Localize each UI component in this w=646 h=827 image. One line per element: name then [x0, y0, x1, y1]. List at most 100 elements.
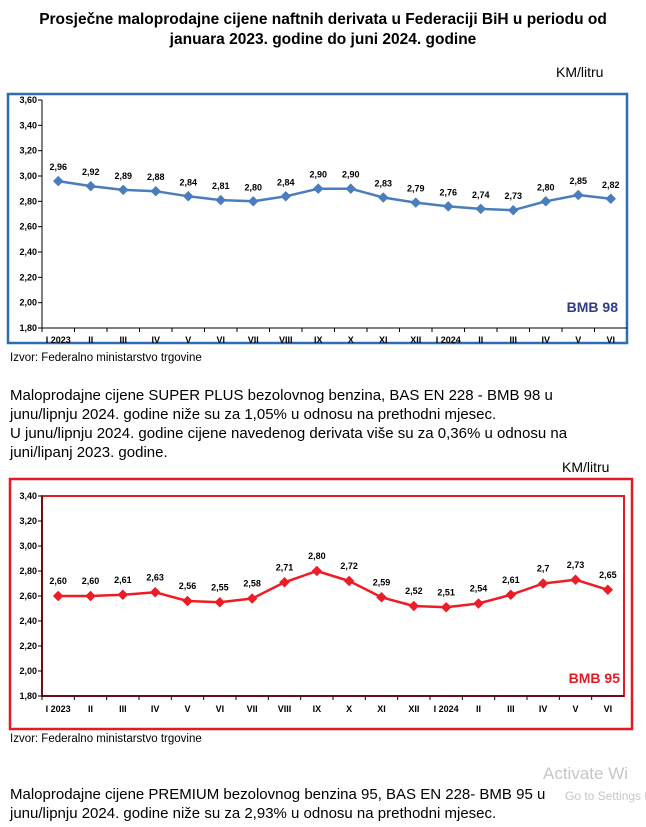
bmb98-y-tick-label: 3,40 [19, 120, 37, 130]
bmb95-data-label: 2,52 [405, 586, 423, 596]
bmb95-description-line-1: Maloprodajne cijene PREMIUM bezolovnog b… [10, 786, 546, 803]
bmb95-x-tick-label: I 2024 [434, 704, 459, 714]
bmb98-data-label: 2,89 [114, 171, 132, 181]
bmb95-data-label: 2,73 [567, 560, 585, 570]
bmb95-data-label: 2,65 [599, 570, 617, 580]
bmb98-data-label: 2,74 [472, 190, 490, 200]
bmb98-data-point [52, 175, 64, 187]
bmb95-data-label: 2,56 [179, 581, 197, 591]
bmb98-y-tick-label: 3,20 [19, 146, 37, 156]
bmb95-data-point [149, 586, 161, 598]
bmb98-data-label: 2,80 [244, 182, 262, 192]
activate-windows-hint: Go to Settings t [565, 789, 646, 803]
bmb95-series-badge: BMB 95 [569, 670, 621, 686]
bmb95-data-point [376, 591, 387, 603]
bmb95-y-tick-label: 2,40 [19, 616, 37, 626]
bmb95-x-tick-label: XII [408, 704, 419, 714]
bmb95-y-tick-label: 2,20 [19, 641, 37, 651]
bmb98-data-label: 2,83 [374, 179, 392, 189]
bmb98-data-point [377, 192, 389, 203]
bmb95-x-tick-label: V [572, 704, 578, 714]
bmb95-x-tick-label: X [346, 704, 352, 714]
bmb95-plot-frame [41, 495, 625, 697]
bmb95-y-tick-label: 2,00 [19, 666, 37, 676]
bmb95-x-tick-label: I 2023 [46, 704, 71, 714]
bmb95-data-label: 2,61 [114, 575, 132, 585]
bmb95-data-point [214, 596, 226, 608]
bmb98-data-point [442, 201, 454, 212]
bmb98-x-tick-label: III [509, 335, 517, 345]
bmb98-data-label: 2,85 [569, 176, 587, 186]
bmb98-data-point [117, 184, 129, 196]
bmb98-x-tick-label: I 2023 [46, 335, 71, 345]
bmb95-x-tick-label: III [507, 704, 515, 714]
bmb98-x-tick-label: X [348, 335, 354, 345]
bmb95-frame [8, 477, 634, 731]
bmb95-data-point [52, 590, 64, 602]
bmb98-data-point [475, 203, 487, 215]
bmb98-description-line-4: juni/lipanj 2023. godine. [10, 444, 168, 461]
bmb98-data-point [345, 183, 357, 195]
bmb98-x-tick-label: I 2024 [436, 335, 461, 345]
bmb95-data-point [182, 595, 193, 607]
bmb98-data-label: 2,90 [309, 170, 327, 180]
bmb95-data-label: 2,54 [470, 584, 488, 594]
bmb95-x-tick-label: II [88, 704, 93, 714]
bmb98-data-label: 2,81 [212, 181, 230, 191]
bmb98-series-line [58, 179, 611, 212]
bmb95-y-tick-label: 3,40 [19, 491, 37, 501]
bmb95-data-point [85, 590, 96, 602]
bmb95-description-line-2: junu/lipnju 2024. godine niže su za 2,93… [10, 805, 497, 822]
bmb98-y-tick-label: 2,40 [19, 247, 37, 257]
bmb98-data-point [247, 195, 259, 207]
bmb95-x-tick-label: V [184, 704, 190, 714]
bmb95-x-tick-label: IV [539, 704, 548, 714]
bmb98-data-point [410, 197, 422, 208]
bmb98-y-tick-label: 2,60 [19, 222, 37, 232]
bmb98-data-point [540, 195, 552, 207]
bmb98-x-tick-label: XII [410, 335, 421, 345]
bmb98-data-point [182, 190, 194, 202]
bmb95-data-label: 2,55 [211, 582, 229, 592]
bmb95-series-line [58, 569, 609, 609]
bmb98-x-tick-label: IV [541, 335, 550, 345]
bmb98-description-line-2: junu/lipnju 2024. godine niže su za 1,05… [10, 406, 497, 423]
bmb98-y-tick-label: 1,80 [19, 323, 37, 333]
bmb95-y-tick-label: 2,60 [19, 591, 37, 601]
bmb95-data-label: 2,71 [276, 562, 294, 572]
bmb98-data-label: 2,73 [504, 191, 522, 201]
bmb95-data-point [505, 589, 517, 601]
bmb95-x-tick-label: VIII [278, 704, 292, 714]
bmb95-data-label: 2,59 [373, 577, 391, 587]
bmb98-data-point [605, 193, 617, 205]
bmb98-data-label: 2,96 [49, 162, 67, 172]
bmb95-x-tick-label: IV [151, 704, 160, 714]
bmb98-y-tick-label: 3,00 [19, 171, 37, 181]
bmb98-x-tick-label: VI [216, 335, 225, 345]
bmb98-chart: 3,60 3,40 3,20 3,00 2,80 2,60 2,40 2,20 2,00 1,80… [6, 92, 629, 345]
bmb95-x-tick-label: VI [216, 704, 225, 714]
bmb95-data-label: 2,80 [308, 551, 326, 561]
bmb98-data-label: 2,84 [277, 177, 295, 187]
bmb95-data-point [440, 601, 452, 613]
bmb95-data-point [117, 589, 129, 601]
bmb95-data-point [279, 576, 290, 588]
bmb98-data-label: 2,79 [407, 184, 425, 194]
bmb98-data-point [280, 190, 292, 202]
bmb95-data-label: 2,60 [82, 576, 100, 586]
bmb98-data-point [85, 180, 97, 192]
bmb95-x-tick-label: VII [247, 704, 258, 714]
bmb95-data-point [537, 578, 549, 589]
bmb98-y-tick-label: 2,20 [19, 272, 37, 282]
bmb95-chart: 3,40 3,20 3,00 2,80 2,60 2,40 2,20 2,00 1,80 I 20… [8, 477, 634, 731]
bmb98-frame [6, 92, 629, 345]
bmb95-x-tick-label: VI [604, 704, 613, 714]
bmb98-data-label: 2,90 [342, 170, 360, 180]
bmb98-unit-label: KM/litru [556, 64, 604, 80]
bmb98-data-point [312, 183, 324, 195]
bmb95-data-label: 2,61 [502, 575, 520, 585]
bmb98-description-line-3: U junu/lipnju 2024. godine cijene navede… [10, 425, 568, 442]
bmb95-y-tick-label: 3,00 [19, 541, 37, 551]
bmb95-x-tick-label: IX [313, 704, 322, 714]
bmb98-data-label: 2,80 [537, 182, 555, 192]
